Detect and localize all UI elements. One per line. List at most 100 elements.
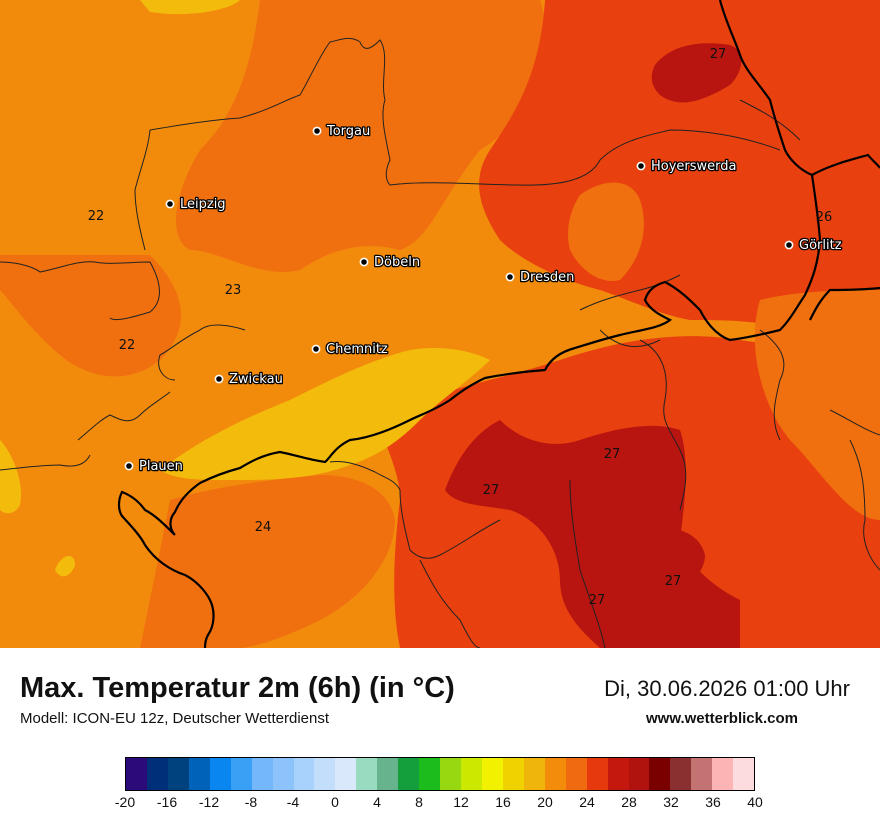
- legend-tick-label: 4: [373, 794, 381, 810]
- temperature-field-22-west: [0, 440, 21, 514]
- isotherm-label: 22: [88, 209, 105, 224]
- city-marker-hoyerswerda: Hoyerswerda: [636, 158, 738, 175]
- legend-swatch: [188, 758, 210, 790]
- legend-swatch: [628, 758, 650, 790]
- temperature-field-25-east: [754, 290, 880, 520]
- isotherm-label: 27: [483, 483, 500, 498]
- city-label: Chemnitz: [326, 342, 388, 357]
- temperature-field-22-spot: [55, 555, 75, 577]
- country-borders: [117, 0, 880, 648]
- legend-swatch: [670, 758, 692, 790]
- legend-swatch: [209, 758, 231, 790]
- city-marker-görlitz: Görlitz: [784, 237, 843, 254]
- city-label: Plauen: [139, 459, 183, 474]
- isotherm-label: 24: [255, 520, 272, 535]
- legend-tick-label: 0: [331, 794, 339, 810]
- isotherm-label: 27: [665, 574, 682, 589]
- city-marker-chemnitz: Chemnitz: [311, 341, 389, 358]
- legend-swatch: [544, 758, 566, 790]
- city-marker-dresden: Dresden: [505, 269, 576, 286]
- temperature-field-24-west: [0, 255, 182, 377]
- legend-swatch: [712, 758, 734, 790]
- legend-tick-label: 28: [621, 794, 637, 810]
- city-label: Döbeln: [374, 255, 420, 270]
- legend-swatch: [356, 758, 378, 790]
- district-borders: [0, 37, 880, 648]
- temperature-field-27-south: [445, 420, 740, 648]
- legend-swatch: [126, 758, 147, 790]
- legend-swatch: [377, 758, 399, 790]
- city-dot: [505, 272, 515, 282]
- isotherm-label: 22: [119, 338, 136, 353]
- legend-swatch: [481, 758, 503, 790]
- city-label: Torgau: [326, 124, 370, 139]
- legend-swatch: [502, 758, 524, 790]
- legend-swatch: [691, 758, 713, 790]
- city-marker-plauen: Plauen: [124, 458, 184, 475]
- legend-tick-label: 12: [453, 794, 469, 810]
- legend-tick-label: 16: [495, 794, 511, 810]
- legend-tick-label: -8: [244, 794, 258, 810]
- legend-swatch: [251, 758, 273, 790]
- legend-swatch: [335, 758, 357, 790]
- legend-swatch: [167, 758, 189, 790]
- legend-tick-label: 40: [747, 794, 763, 810]
- isotherm-label: 26: [816, 210, 833, 225]
- legend-swatch: [586, 758, 608, 790]
- legend-swatch: [607, 758, 629, 790]
- city-label: Hoyerswerda: [651, 159, 737, 174]
- city-label: Zwickau: [229, 372, 283, 387]
- legend-tick-label: -12: [198, 794, 220, 810]
- legend-swatch: [314, 758, 336, 790]
- city-dot: [214, 374, 224, 384]
- city-dot: [124, 461, 134, 471]
- color-legend: [125, 757, 755, 791]
- city-label: Leipzig: [180, 197, 226, 212]
- city-dot: [312, 126, 322, 136]
- city-dot: [636, 161, 646, 171]
- isotherm-label: 27: [589, 593, 606, 608]
- legend-tick-label: 8: [415, 794, 423, 810]
- city-marker-torgau: Torgau: [312, 123, 372, 140]
- legend-tick-label: -16: [156, 794, 178, 810]
- legend-swatch: [523, 758, 545, 790]
- city-marker-döbeln: Döbeln: [359, 254, 421, 271]
- legend-tick-label: 24: [579, 794, 595, 810]
- isotherm-label: 27: [710, 47, 727, 62]
- temperature-field-27-spot: [646, 528, 705, 586]
- forecast-datetime: Di, 30.06.2026 01:00 Uhr: [604, 676, 850, 701]
- map-footer: Max. Temperatur 2m (6h) (in °C) Modell: …: [0, 648, 880, 830]
- city-marker-leipzig: Leipzig: [165, 196, 227, 213]
- city-marker-zwickau: Zwickau: [214, 371, 284, 388]
- legend-swatch: [419, 758, 441, 790]
- legend-swatch: [272, 758, 294, 790]
- legend-swatch: [440, 758, 461, 790]
- legend-tick-label: -4: [286, 794, 300, 810]
- temperature-field-25-pocket: [568, 182, 644, 281]
- temperature-field-27-north: [651, 43, 742, 103]
- city-dot: [165, 199, 175, 209]
- map-title: Max. Temperatur 2m (6h) (in °C): [20, 672, 455, 704]
- city-dot: [784, 240, 794, 250]
- legend-swatch: [733, 758, 755, 790]
- temperature-field-24-south: [140, 475, 395, 648]
- legend-ticks: -20 -16 -12 -8 -4 0 4 8 12 16 20 24 28 32 36 40: [0, 794, 880, 814]
- legend-tick-label: -20: [114, 794, 136, 810]
- isotherm-labels: 22 22 23 24 26 27 27 27 27 27: [88, 47, 833, 608]
- legend-swatch: [461, 758, 482, 790]
- city-dot: [359, 257, 369, 267]
- website-link[interactable]: www.wetterblick.com: [646, 710, 798, 727]
- legend-tick-label: 20: [537, 794, 553, 810]
- temperature-field-22-band: [160, 348, 490, 480]
- legend-swatch: [398, 758, 420, 790]
- model-source: Modell: ICON-EU 12z, Deutscher Wetterdie…: [20, 710, 330, 727]
- legend-tick-label: 36: [705, 794, 721, 810]
- legend-swatch: [649, 758, 671, 790]
- city-label: Görlitz: [799, 238, 842, 253]
- legend-tick-label: 32: [663, 794, 679, 810]
- legend-swatch: [230, 758, 252, 790]
- isotherm-label: 27: [604, 447, 621, 462]
- city-label: Dresden: [520, 270, 574, 285]
- city-markers: Torgau Leipzig Hoyerswerda Görlitz Döbeln Dre…: [124, 123, 843, 475]
- legend-swatch: [293, 758, 315, 790]
